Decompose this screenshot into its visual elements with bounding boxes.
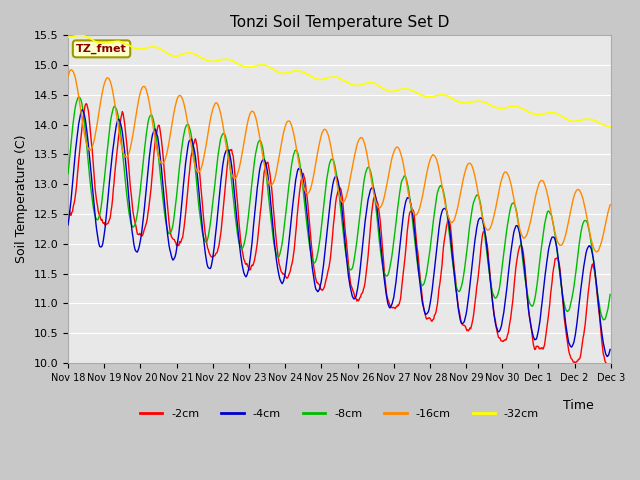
Title: Tonzi Soil Temperature Set D: Tonzi Soil Temperature Set D xyxy=(230,15,449,30)
Text: TZ_fmet: TZ_fmet xyxy=(76,44,127,54)
X-axis label: Time: Time xyxy=(563,399,594,412)
Legend: -2cm, -4cm, -8cm, -16cm, -32cm: -2cm, -4cm, -8cm, -16cm, -32cm xyxy=(136,404,543,423)
Y-axis label: Soil Temperature (C): Soil Temperature (C) xyxy=(15,135,28,264)
